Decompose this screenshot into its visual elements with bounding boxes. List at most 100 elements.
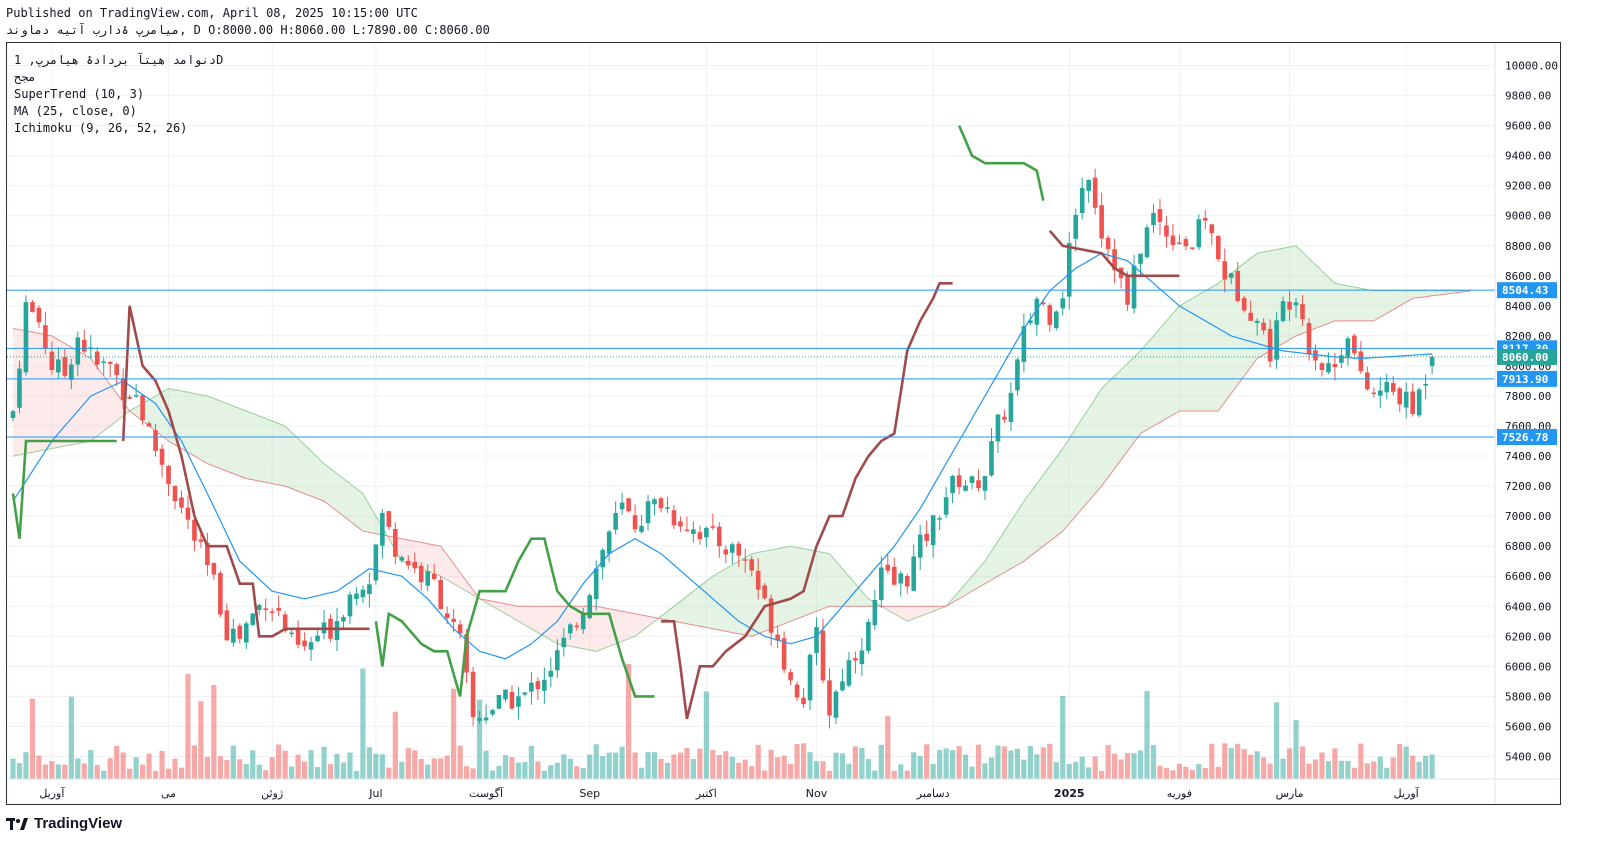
candle-body [140, 395, 145, 421]
volume-bar [431, 758, 437, 779]
volume-bar [1034, 754, 1040, 779]
volume-bar [632, 752, 638, 779]
cloud-segment [1062, 438, 1070, 532]
legend-supertrend[interactable]: SuperTrend (10, 3) [14, 87, 145, 101]
x-tick-label: Sep [579, 787, 600, 800]
legend-ma[interactable]: MA (25, close, 0) [14, 104, 137, 118]
cloud-segment [259, 416, 266, 483]
cloud-segment [848, 576, 856, 607]
volume-bar [924, 744, 930, 779]
ohlc-line: میامرپ ۀدارب آتیه دماوند, D O:8000.00 H:… [6, 23, 490, 37]
candle-body [1306, 323, 1312, 354]
legend-ichimoku[interactable]: Ichimoku (9, 26, 52, 26) [14, 121, 188, 135]
candle-body [224, 610, 230, 641]
cloud-segment [518, 606, 525, 626]
candle-body [10, 411, 16, 418]
cloud-segment [829, 553, 836, 607]
cloud-segment [648, 616, 655, 627]
candle-body [606, 531, 612, 554]
cloud-segment [861, 591, 869, 607]
candle-body [1151, 212, 1156, 226]
volume-bar [1351, 767, 1357, 779]
candle-body [820, 630, 826, 681]
volume-bar [904, 770, 910, 779]
candle-body [1092, 177, 1098, 208]
candle-body [1345, 338, 1351, 357]
cloud-segment [58, 339, 65, 448]
volume-bar [580, 768, 586, 779]
cloud-segment [1354, 287, 1361, 321]
volume-bar [412, 750, 418, 779]
cloud-segment [1315, 264, 1322, 329]
volume-bar [1086, 767, 1092, 779]
volume-bar [1112, 753, 1118, 779]
volume-bar [1163, 767, 1170, 779]
cloud-segment [959, 583, 966, 599]
cloud-segment [38, 333, 46, 452]
volume-bar [509, 757, 515, 779]
cloud-segment [1147, 335, 1154, 430]
volume-bar [1254, 751, 1260, 779]
volume-bar [930, 764, 936, 779]
candle-body [464, 634, 469, 673]
volume-bar [1170, 770, 1176, 779]
volume-bar [1124, 753, 1131, 779]
cloud-segment [304, 444, 312, 497]
volume-bar [457, 745, 463, 779]
candle-body [1254, 320, 1260, 323]
volume-bar [775, 757, 781, 779]
cloud-segment [596, 606, 603, 652]
candle-body [626, 498, 631, 512]
legend-symbol[interactable]: دنوامد هیتآ بردادۀ هیامرپ, 1D [14, 53, 224, 67]
candle-body [866, 621, 871, 651]
volume-bar [898, 764, 904, 779]
candle-body [308, 642, 314, 650]
cloud-segment [628, 612, 636, 639]
candle-body [405, 560, 411, 566]
chart-frame[interactable]: 5400.00 5600.00 5800.00 6000.00 6200.00 6400.… [6, 42, 1561, 805]
candle-body [1015, 359, 1020, 391]
candle-body [762, 585, 767, 599]
candle-body [613, 512, 618, 530]
volume-bar [1209, 743, 1215, 779]
volume-bar [1073, 761, 1079, 779]
cloud-segment [349, 483, 357, 527]
candle-body [503, 689, 508, 700]
candle-body [917, 534, 923, 558]
volume-bar [211, 684, 217, 779]
volume-bar [418, 758, 424, 779]
cloud-segment [680, 596, 687, 624]
candle-body [1125, 274, 1130, 305]
volume-bar [81, 763, 87, 779]
volume-bar [502, 755, 509, 779]
y-tick-label: 8600.00 [1505, 270, 1551, 283]
y-tick-label: 10000.00 [1505, 60, 1558, 73]
cloud-segment [1185, 298, 1193, 411]
volume-bar [399, 761, 405, 779]
candle-body [639, 525, 644, 532]
candle-body [431, 573, 437, 580]
volume-bar [1280, 758, 1286, 779]
candle-body [1034, 298, 1040, 325]
cloud-segment [732, 561, 739, 634]
candle-body [1112, 249, 1117, 271]
volume-bar [677, 752, 684, 779]
volume-bar [1345, 761, 1351, 779]
volume-bar [1001, 746, 1008, 779]
volume-bar [470, 768, 476, 779]
candle-body [1196, 219, 1202, 248]
volume-bar [561, 754, 567, 779]
candle-body [192, 519, 197, 541]
volume-bar [962, 754, 969, 779]
x-tick-label: ژوئن [261, 787, 283, 800]
chart-canvas[interactable]: 5400.00 5600.00 5800.00 6000.00 6200.00 6400.… [7, 43, 1560, 804]
candle-body [334, 621, 340, 641]
volume-bar [1228, 748, 1234, 779]
x-tick-label: Jul [368, 787, 382, 800]
cloud-segment [97, 367, 104, 437]
cloud-segment [1153, 328, 1160, 427]
volume-bars [10, 663, 1435, 779]
candle-body [444, 613, 450, 619]
cloud-segment [933, 606, 940, 612]
candle-body [1390, 383, 1396, 392]
